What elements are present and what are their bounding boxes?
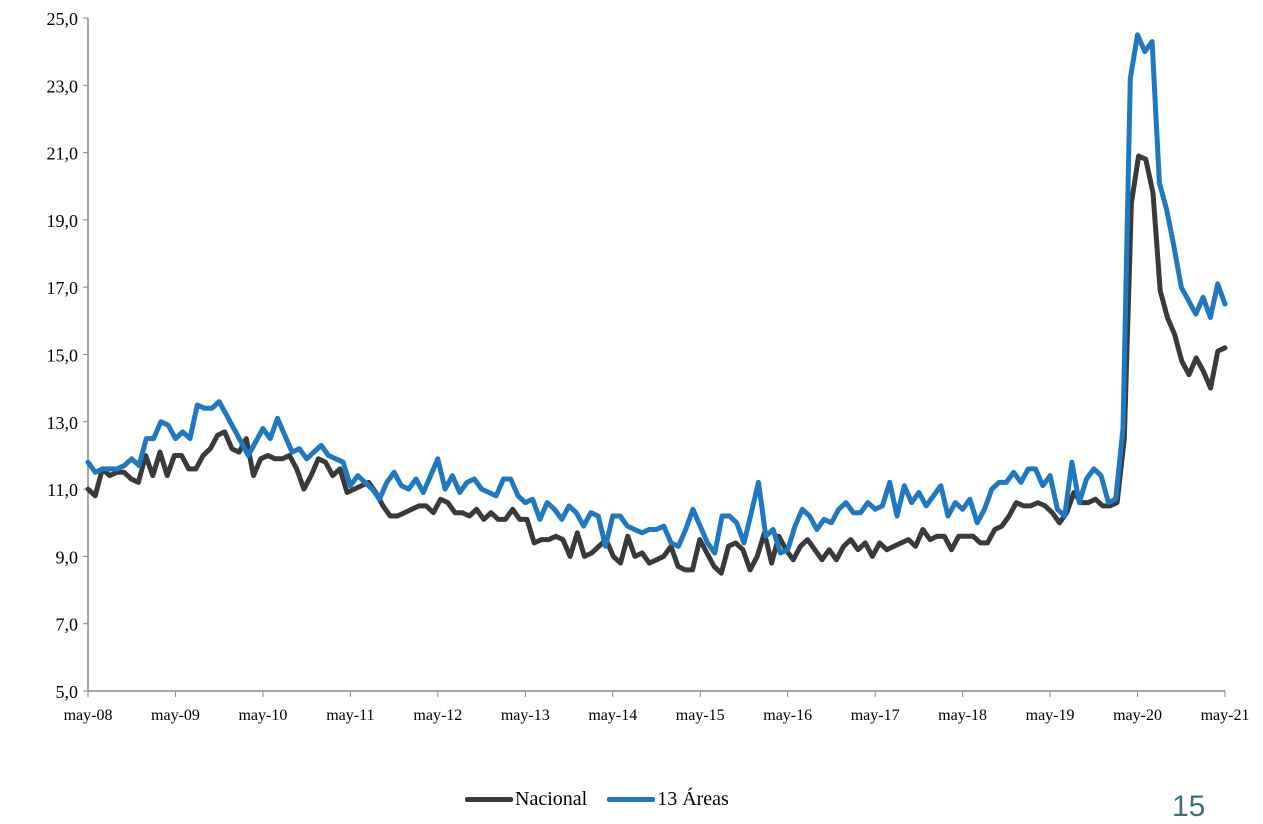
x-tick-label: may-16 <box>763 707 812 724</box>
y-tick-label: 11,0 <box>47 480 78 500</box>
legend-swatch-nacional <box>465 797 513 802</box>
x-tick-label: may-19 <box>1026 707 1075 724</box>
x-tick-label: may-21 <box>1201 707 1250 724</box>
legend-item-nacional: Nacional <box>465 788 587 811</box>
x-tick-label: may-08 <box>64 707 113 724</box>
y-tick-label: 25,0 <box>47 9 79 29</box>
x-tick-label: may-12 <box>413 707 462 724</box>
page-number: 15 <box>1172 790 1206 823</box>
y-tick-label: 5,0 <box>56 682 79 702</box>
series-line-nacional <box>85 153 1228 576</box>
x-axis-ticks: may-08 may-09 may-10 may-11 may-12 may-13 may-… <box>64 691 1250 724</box>
y-axis-ticks: 5,0 7,0 9,0 11,0 13,0 15,0 17,0 19,0 21,0 23,0 25,… <box>47 9 88 702</box>
legend-label-13-areas: 13 Áreas <box>657 788 729 810</box>
legend-label-nacional: Nacional <box>515 788 588 810</box>
series-line-13-areas <box>85 32 1228 556</box>
legend-item-13-areas: 13 Áreas <box>607 788 729 811</box>
y-tick-label: 9,0 <box>56 547 79 567</box>
x-tick-label: may-14 <box>588 707 637 724</box>
x-tick-label: may-20 <box>1113 707 1162 724</box>
series-lines <box>85 32 1228 576</box>
x-tick-label: may-17 <box>851 707 900 724</box>
x-tick-label: may-13 <box>501 707 550 724</box>
y-tick-label: 13,0 <box>47 413 79 433</box>
legend-swatch-13-areas <box>607 797 656 802</box>
y-tick-label: 19,0 <box>47 211 79 231</box>
y-tick-label: 17,0 <box>47 278 79 298</box>
x-tick-label: may-11 <box>326 707 374 724</box>
x-tick-label: may-18 <box>938 707 987 724</box>
y-tick-label: 21,0 <box>47 144 79 164</box>
y-tick-label: 23,0 <box>47 76 79 96</box>
x-tick-label: may-10 <box>238 707 287 724</box>
x-tick-label: may-15 <box>676 707 725 724</box>
x-tick-label: may-09 <box>151 707 200 724</box>
line-chart: 5,0 7,0 9,0 11,0 13,0 15,0 17,0 19,0 21,0 23,0 25,… <box>47 9 1250 724</box>
legend: Nacional 13 Áreas <box>465 788 749 811</box>
y-tick-label: 7,0 <box>56 615 79 635</box>
y-tick-label: 15,0 <box>47 346 79 366</box>
